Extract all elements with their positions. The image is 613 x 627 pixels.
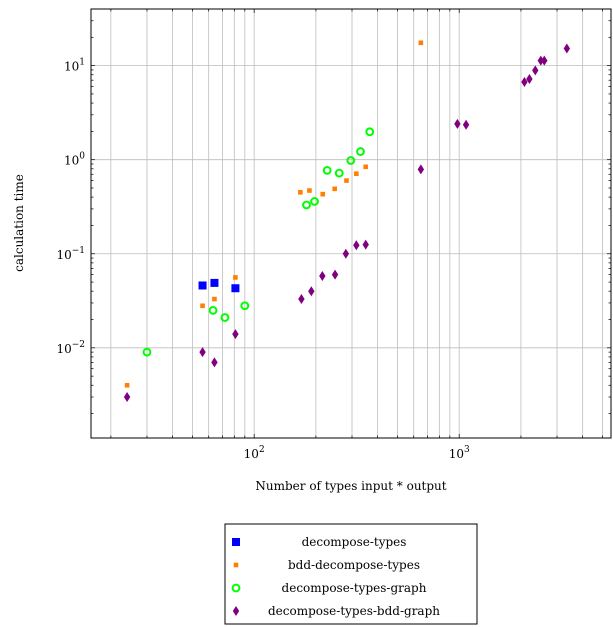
data-point (319, 271, 326, 282)
data-point (322, 165, 332, 175)
data-point (334, 168, 344, 178)
axis-ticks (91, 8, 611, 438)
data-point (537, 55, 544, 66)
data-point (208, 305, 218, 315)
data-point (532, 65, 539, 76)
data-point (331, 269, 339, 280)
x-axis-title: Number of types input * output (255, 479, 446, 493)
data-point (526, 74, 533, 85)
data-point (354, 171, 359, 176)
data-point (332, 186, 337, 192)
data-point (232, 329, 239, 340)
data-point (123, 392, 131, 403)
y-tick-label: 100 (64, 152, 85, 168)
legend-box (224, 523, 478, 625)
legend-marker (233, 562, 239, 568)
data-point (541, 55, 548, 66)
data-point (240, 301, 250, 311)
legend-marker (231, 583, 241, 593)
data-point (200, 303, 205, 309)
data-point (233, 275, 238, 280)
data-point (563, 43, 571, 54)
data-point (142, 347, 152, 357)
legend-label: decompose-types-graph (282, 581, 427, 595)
data-point (462, 119, 470, 130)
data-point (344, 178, 349, 183)
legend-label: decompose-types-bdd-graph (268, 604, 440, 618)
legend-marker (232, 606, 240, 616)
plot-frame (90, 8, 612, 439)
data-point (210, 278, 219, 287)
y-tick-label: 101 (64, 58, 85, 74)
data-point (199, 347, 206, 358)
grid (91, 9, 611, 438)
data-point (298, 190, 303, 195)
data-point (307, 188, 312, 193)
data-point (310, 197, 319, 206)
data-point (454, 118, 461, 129)
tick-labels: 102 103 10−2 10−1 100 101 (56, 58, 470, 461)
data-point (353, 240, 360, 251)
data-point (363, 164, 369, 170)
data-point (356, 147, 365, 156)
y-tick-label: 10−2 (56, 340, 85, 356)
data-point (521, 76, 528, 87)
data-point (365, 127, 375, 137)
legend-label: bdd-decompose-types (288, 558, 420, 572)
data-point (211, 357, 218, 368)
legend-marker (232, 538, 240, 546)
data-point (362, 239, 369, 250)
x-tick-label: 103 (449, 445, 470, 461)
data-point (418, 40, 424, 46)
data-point (231, 284, 240, 293)
data-point (124, 382, 130, 388)
data-point (198, 281, 207, 290)
legend-label: decompose-types (302, 535, 407, 549)
data-point (308, 286, 315, 297)
data-point (220, 313, 230, 322)
legend: decompose-types bdd-decompose-types decomp… (224, 523, 478, 625)
data-point (320, 191, 326, 197)
data-point (417, 164, 425, 175)
data-point (346, 156, 356, 165)
y-tick-label: 10−1 (56, 246, 85, 262)
data-points (123, 40, 571, 403)
data-point (302, 200, 311, 210)
x-tick-label: 102 (244, 445, 265, 461)
data-point (342, 248, 350, 259)
y-axis-title: calculation time (12, 174, 26, 272)
data-point (212, 296, 217, 302)
data-point (298, 294, 305, 305)
